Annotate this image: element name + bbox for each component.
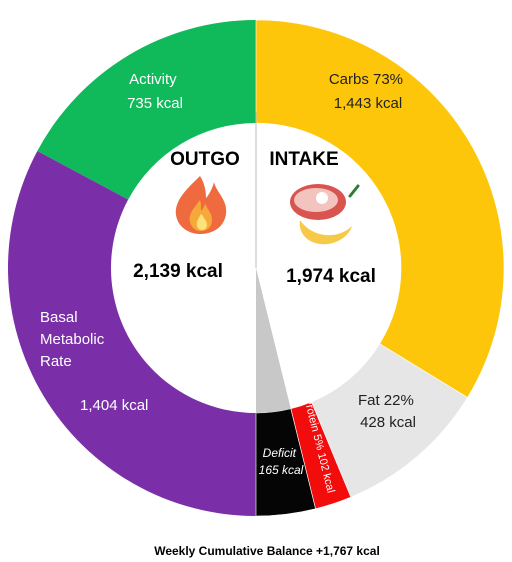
bmr-value-label: 1,404 kcal: [80, 397, 148, 414]
intake-total: 1,974 kcal: [286, 266, 376, 287]
carbs-label: Carbs 73% 1,443 kcal: [329, 71, 407, 112]
outgo-heading: OUTGO: [170, 149, 240, 170]
activity-label: Activity 735 kcal: [127, 71, 183, 112]
balance-caption: Weekly Cumulative Balance +1,767 kcal: [154, 544, 380, 558]
intake-heading: INTAKE: [269, 149, 338, 170]
fire-icon: [175, 176, 227, 234]
outgo-total: 2,139 kcal: [133, 261, 223, 282]
food-icon: [290, 184, 360, 245]
activity-slice: [37, 20, 257, 200]
deficit-label: Deficit 165 kcal: [259, 446, 304, 477]
bmr-label: Basal Metabolic Rate: [40, 309, 108, 370]
inner-deficit-wedge: [256, 268, 291, 413]
bmr-slice: [7, 151, 257, 516]
fat-label: Fat 22% 428 kcal: [358, 392, 418, 431]
carbs-slice: [255, 19, 505, 398]
